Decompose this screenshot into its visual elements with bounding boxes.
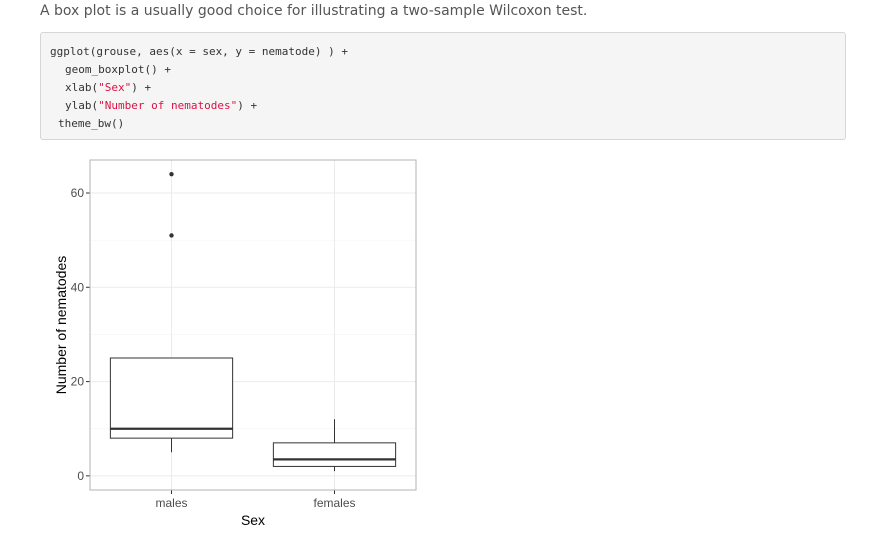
y-tick-label: 0 [77, 469, 84, 483]
x-tick-label: females [313, 496, 355, 510]
box-males [109, 357, 234, 439]
y-tick-label: 60 [71, 186, 85, 200]
box-layer [109, 171, 397, 472]
outlier-point [169, 233, 174, 238]
figure-background [40, 160, 416, 540]
tick-layer: 0 20 40 60 males females [71, 186, 356, 510]
y-tick-label: 20 [71, 375, 85, 389]
outlier-point [169, 171, 174, 177]
code-line-2: geom_boxplot() + [65, 63, 171, 76]
code-block[interactable]: ggplot(grouse, aes(x = sex, y = nematode… [40, 32, 846, 140]
intro-paragraph: A box plot is a usually good choice for … [40, 3, 588, 19]
y-tick-label: 40 [71, 280, 85, 294]
code-line-3: xlab("Sex") + [65, 79, 151, 97]
code-string: "Sex" [98, 81, 132, 94]
panel-border [89, 159, 417, 491]
code-token: xlab( [65, 81, 99, 94]
code-token: ) + [237, 99, 258, 112]
code-string: "Number of nematodes" [98, 99, 238, 112]
code-token: ) + [131, 81, 152, 94]
code-line-5: theme_bw() [58, 117, 125, 130]
x-axis-title: Sex [241, 512, 265, 528]
box-females [272, 442, 397, 467]
y-axis-title: Number of nematodes [53, 256, 69, 395]
x-tick-label: males [155, 496, 187, 510]
code-line-4: ylab("Number of nematodes") + [65, 97, 257, 115]
code-line-1: ggplot(grouse, aes(x = sex, y = nematode… [50, 45, 349, 58]
code-token: ylab( [65, 99, 99, 112]
